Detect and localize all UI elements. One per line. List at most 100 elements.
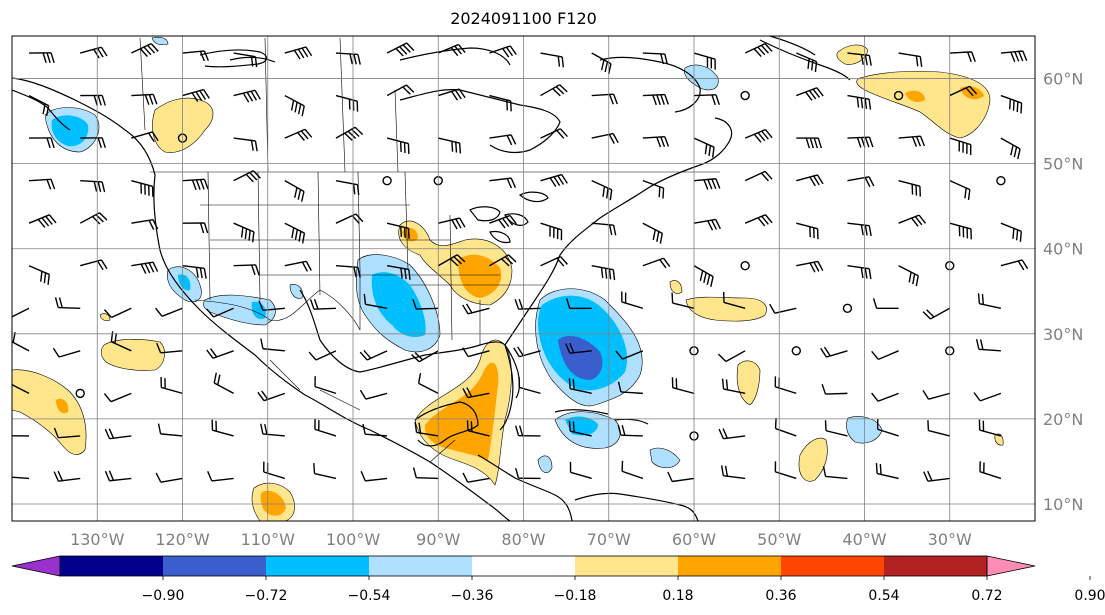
wind-barb [1000,94,1023,114]
wind-barb [360,470,388,482]
wind-barb [949,137,972,156]
wind-barb [568,378,592,395]
wind-barb [156,342,183,354]
wind-barb [978,419,1002,437]
wind-barb [359,389,388,400]
wind-barb [565,342,592,354]
wind-barb [717,350,746,363]
colorbar-tick-label: 0.72 [971,588,1002,604]
wind-barb [615,350,644,360]
map-title: 2024091100 F120 [450,9,597,28]
wind-barb [462,303,490,315]
wind-barb [721,378,746,395]
wind-barb [518,376,541,395]
wind-barb [12,383,30,394]
longitude-label: 100°W [326,530,381,549]
wind-barb [131,131,159,143]
colorbar-segment [781,556,885,576]
wind-barb [308,350,337,361]
wind-barb [412,467,439,480]
wind-barb [949,180,971,201]
wind-barb [489,45,517,58]
wind-barb [876,418,899,437]
wind-barb [363,293,388,309]
wind-barb [489,214,517,229]
wind-barb [155,307,183,317]
wind-barb [489,94,512,112]
wind-barb [949,51,976,63]
latitude-label: 30°N [1043,325,1083,344]
wind-barb [335,94,359,112]
wind-barbs [12,42,1029,483]
wind-barb [233,170,261,183]
wind-barb [131,218,159,230]
wind-barb [515,467,541,480]
wind-barb [489,254,517,267]
wind-barb [847,94,872,110]
wind-barb [386,222,410,239]
wind-barb [53,470,81,482]
colorbar-tick-label: −0.90 [142,588,185,604]
wind-barb [386,137,410,155]
wind-barb [309,298,336,310]
wind-barb [260,423,285,437]
wind-barb [233,222,255,243]
colorbar-tick-label: −0.18 [554,588,597,604]
wind-barb [871,350,899,361]
wind-barb [28,265,50,285]
wind-barb [973,392,1002,402]
longitude-labels: 130°W 120°W 110°W 100°W 90°W 80°W 70°W 60°W 50°W… [70,530,972,549]
colorbar-segment [472,556,576,576]
wind-barb [871,392,899,402]
wind-barb [540,84,568,97]
wind-barb [1000,222,1023,242]
wind-barb [565,298,592,310]
wind-barb [898,179,922,197]
wind-barb [79,212,108,225]
wind-barb [155,472,183,483]
wind-barb [54,297,81,309]
wind-barb [29,178,56,190]
wind-barb [642,257,671,269]
wind-barb [462,347,490,358]
wind-barb [591,93,618,105]
wind-barb [12,307,30,318]
wind-barb [412,298,439,310]
longitude-label: 90°W [416,530,460,549]
wind-barb [923,470,950,482]
wind-barb [723,291,746,309]
wind-barb [335,126,364,141]
colorbar-segment [884,556,988,576]
wind-barb [284,46,313,60]
latitude-label: 10°N [1043,495,1083,514]
longitude-label: 60°W [672,530,716,549]
wind-barb [131,93,158,105]
colorbar-tick-label: −0.54 [348,588,391,604]
calm-wind-circle [740,90,750,101]
longitude-label: 30°W [928,530,972,549]
wind-barb [824,420,848,437]
wind-barb [28,214,57,228]
wind-barb [386,42,415,57]
wind-barb [462,387,490,399]
wind-barb [29,137,55,149]
wind-barb [642,136,670,148]
wind-barb [1000,259,1029,271]
longitude-label: 70°W [587,530,631,549]
wind-barb [213,372,234,394]
wind-barb [489,177,517,189]
wind-barb [671,292,695,309]
wind-barb [53,427,81,439]
colorbar-tick-label: 0.36 [765,588,796,604]
wind-barb [284,260,312,272]
gulf-positive-inner [424,362,499,460]
colorbar-segment [678,556,782,576]
calm-wind-circle [75,388,85,399]
wind-barb [774,461,797,480]
colorbar-segment [163,556,267,576]
wind-barb [642,222,664,244]
colorbar-segment [575,556,679,576]
wind-barb [411,350,439,363]
wind-barb [847,176,875,188]
latitude-label: 40°N [1043,240,1083,259]
